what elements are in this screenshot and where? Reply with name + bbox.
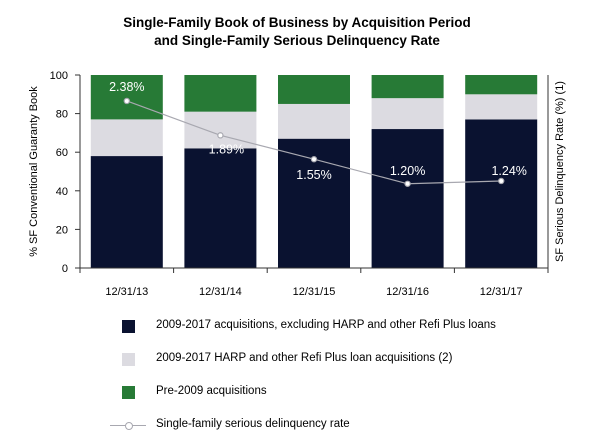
x-tick-label-3: 12/31/15 xyxy=(293,286,336,298)
bar-post2009-5 xyxy=(465,119,538,268)
delinquency-point-4 xyxy=(404,180,411,187)
legend-swatch-post2009 xyxy=(122,320,135,333)
bar-post2009-2 xyxy=(184,148,257,268)
delinquency-label-4: 1.20% xyxy=(390,164,425,178)
bar-harp-5 xyxy=(465,94,538,120)
x-tick-label-5: 12/31/17 xyxy=(480,286,523,298)
chart-title-line-1: Single-Family Book of Business by Acquis… xyxy=(123,15,471,30)
bar-post2009-1 xyxy=(90,156,163,268)
delinquency-point-1 xyxy=(123,97,131,105)
x-tick-label-1: 12/31/13 xyxy=(105,286,148,298)
chart-title: Single-Family Book of Business by Acquis… xyxy=(0,14,594,50)
y-tick-label-80: 80 xyxy=(56,109,68,121)
legend-swatch-pre2009 xyxy=(122,386,135,399)
x-tick-label-4: 12/31/16 xyxy=(386,286,429,298)
legend-label-pre2009: Pre-2009 acquisitions xyxy=(156,385,267,397)
delinquency-point-3 xyxy=(310,156,318,163)
chart-title-line-2: and Single-Family Serious Delinquency Ra… xyxy=(154,33,440,48)
delinquency-point-5 xyxy=(498,177,505,185)
legend-label-post2009: 2009-2017 acquisitions, excluding HARP a… xyxy=(156,319,496,331)
legend-label-harp: 2009-2017 HARP and other Refi Plus loan … xyxy=(156,352,453,364)
bar-harp-2 xyxy=(184,111,257,149)
y-tick-label-40: 40 xyxy=(56,186,68,198)
y-axis-title: % SF Conventional Guaranty Book xyxy=(28,86,40,257)
y-tick-label-0: 0 xyxy=(62,263,68,275)
bar-pre2009-4 xyxy=(371,75,444,99)
legend-label-delinquency: Single-family serious delinquency rate xyxy=(156,418,350,430)
bar-post2009-4 xyxy=(371,129,444,268)
bar-pre2009-2 xyxy=(184,75,257,112)
bar-harp-1 xyxy=(90,119,163,157)
y-tick-label-20: 20 xyxy=(56,224,68,236)
legend-swatch-harp xyxy=(122,353,135,366)
delinquency-point-2 xyxy=(217,132,224,139)
delinquency-label-2: 1.89% xyxy=(209,142,244,156)
delinquency-label-1: 2.38% xyxy=(109,80,144,94)
bar-harp-4 xyxy=(371,98,444,130)
bar-harp-3 xyxy=(278,103,350,139)
bar-pre2009-1 xyxy=(90,75,163,120)
y-tick-label-60: 60 xyxy=(56,147,68,159)
legend-marker-delinquency xyxy=(125,422,133,430)
y-tick-label-100: 100 xyxy=(50,70,68,82)
x-tick-label-2: 12/31/14 xyxy=(199,286,242,298)
y2-axis-title: SF Serious Delinquency Rate (%) (1) xyxy=(554,81,566,262)
delinquency-label-3: 1.55% xyxy=(296,168,331,182)
bar-pre2009-5 xyxy=(465,75,538,95)
bar-pre2009-3 xyxy=(278,75,350,104)
delinquency-label-5: 1.24% xyxy=(491,164,526,178)
